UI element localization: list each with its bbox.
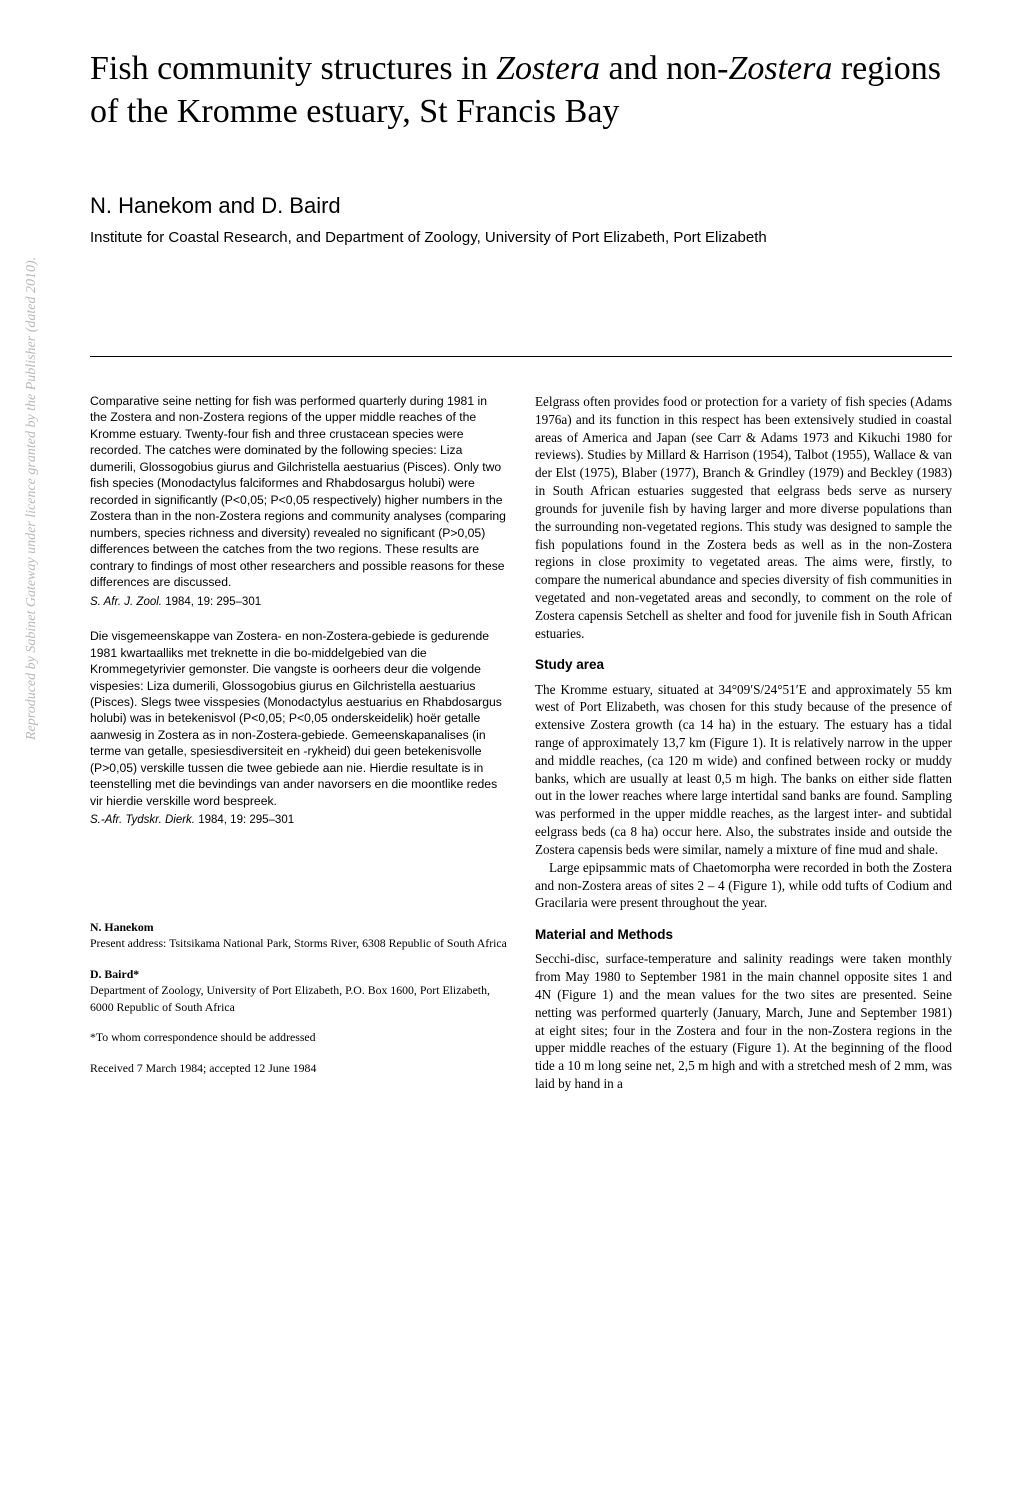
author-1-address: Present address: Tsitsikama National Par…	[90, 935, 507, 952]
title-italic-1: Zostera	[496, 50, 600, 87]
abstract-english: Comparative seine netting for fish was p…	[90, 393, 507, 591]
study-area-paragraph-2: Large epipsammic mats of Chaetomorpha we…	[535, 859, 952, 912]
author-address-block: N. Hanekom Present address: Tsitsikama N…	[90, 919, 507, 1077]
title-part-2: and non-	[600, 50, 728, 87]
watermark-text: Reproduced by Sabinet Gateway under lice…	[24, 257, 40, 740]
author-affiliation: Institute for Coastal Research, and Depa…	[90, 229, 952, 246]
two-column-layout: Comparative seine netting for fish was p…	[90, 393, 952, 1093]
section-divider	[90, 356, 952, 357]
article-title: Fish community structures in Zostera and…	[90, 48, 952, 133]
citation-afrikaans: S.-Afr. Tydskr. Dierk. 1984, 19: 295–301	[90, 813, 507, 829]
citation-english: S. Afr. J. Zool. 1984, 19: 295–301	[90, 595, 507, 611]
left-column: Comparative seine netting for fish was p…	[90, 393, 507, 1093]
author-1-name: N. Hanekom	[90, 919, 507, 936]
author-2-address: Department of Zoology, University of Por…	[90, 982, 507, 1015]
citation-rest-en: 1984, 19: 295–301	[162, 596, 261, 608]
intro-paragraph-1: Eelgrass often provides food or protecti…	[535, 393, 952, 642]
methods-paragraph-1: Secchi-disc, surface-temperature and sal…	[535, 950, 952, 1093]
study-area-paragraph-1: The Kromme estuary, situated at 34°09′S/…	[535, 681, 952, 859]
author-1-entry: N. Hanekom Present address: Tsitsikama N…	[90, 919, 507, 952]
author-2-name: D. Baird*	[90, 966, 507, 983]
correspondence-note: *To whom correspondence should be addres…	[90, 1029, 507, 1046]
received-date: Received 7 March 1984; accepted 12 June …	[90, 1060, 507, 1077]
citation-rest-af: 1984, 19: 295–301	[195, 814, 294, 826]
journal-abbrev-af: S.-Afr. Tydskr. Dierk.	[90, 814, 195, 826]
right-column: Eelgrass often provides food or protecti…	[535, 393, 952, 1093]
abstract-afrikaans: Die visgemeenskappe van Zostera- en non-…	[90, 628, 507, 809]
title-part-1: Fish community structures in	[90, 50, 496, 87]
author-names: N. Hanekom and D. Baird	[90, 193, 952, 219]
title-italic-2: Zostera	[728, 50, 832, 87]
journal-abbrev-en: S. Afr. J. Zool.	[90, 596, 162, 608]
methods-heading: Material and Methods	[535, 926, 952, 944]
author-2-entry: D. Baird* Department of Zoology, Univers…	[90, 966, 507, 1016]
study-area-heading: Study area	[535, 656, 952, 674]
